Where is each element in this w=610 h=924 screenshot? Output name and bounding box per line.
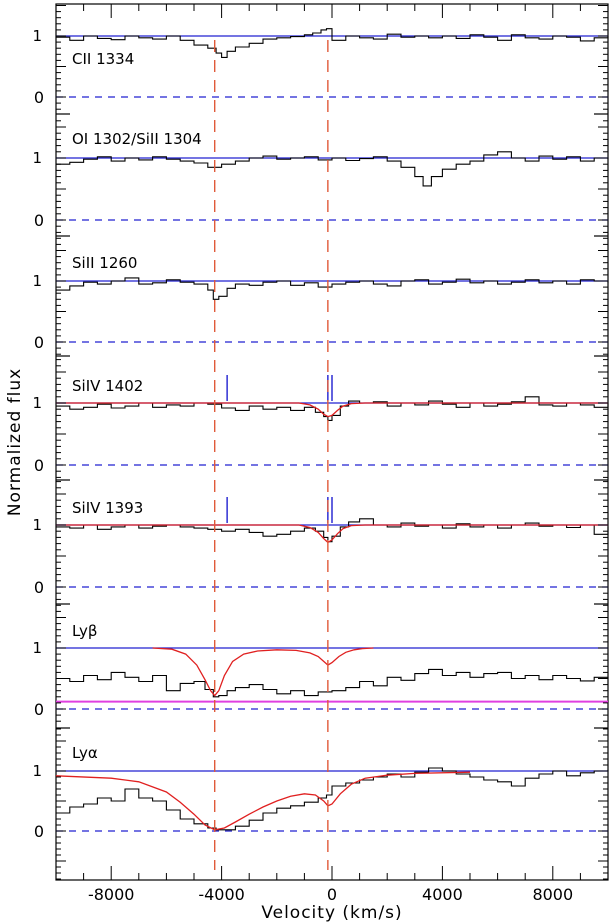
y-tick-label-zero: 0 <box>34 456 44 475</box>
panel-7: Lyα <box>55 744 609 832</box>
spectrum-trace <box>56 668 609 698</box>
y-tick-label-one: 1 <box>32 762 42 780</box>
panel-label: Lyα <box>72 744 98 762</box>
panel-3: SiII 1260 <box>56 254 609 343</box>
y-tick-label-zero: 0 <box>34 88 44 107</box>
y-tick-label-one: 1 <box>32 149 42 167</box>
panel-4: SiIV 1402 <box>56 375 609 466</box>
panel-label: OI 1302/SiII 1304 <box>72 130 202 148</box>
x-tick-label: -8000 <box>88 885 135 904</box>
fit-curve <box>56 402 608 418</box>
panel-label: CII 1334 <box>72 50 134 68</box>
x-tick-label: 8000 <box>532 885 573 904</box>
panel-1: CII 1334 <box>56 28 609 98</box>
panel-6: Lyβ <box>56 622 609 710</box>
x-tick-label: -4000 <box>198 885 245 904</box>
x-tick-label: 4000 <box>422 885 463 904</box>
y-axis-ticks: 1 0 1 0 1 0 1 0 1 0 1 0 1 0 <box>32 5 608 880</box>
panel-label: SiIV 1402 <box>72 377 143 395</box>
panel-label: SiII 1260 <box>72 254 137 272</box>
panel-2: OI 1302/SiII 1304 <box>56 130 609 221</box>
y-axis-title: Normalized flux <box>5 368 25 516</box>
y-tick-label-zero: 0 <box>34 700 44 719</box>
y-tick-label-zero: 0 <box>34 211 44 230</box>
y-tick-label-one: 1 <box>32 27 42 45</box>
spectrum-trace <box>56 151 609 187</box>
fit-curve <box>56 524 608 544</box>
y-tick-label-one: 1 <box>32 272 42 290</box>
x-axis: -8000 -4000 0 4000 8000 <box>55 4 609 904</box>
y-tick-label-one: 1 <box>32 516 42 534</box>
x-tick-label: 0 <box>327 885 337 904</box>
y-tick-label-one: 1 <box>32 394 42 412</box>
x-axis-title: Velocity (km/s) <box>261 903 402 923</box>
y-tick-label-zero: 0 <box>34 578 44 597</box>
velocity-markers <box>213 40 329 870</box>
y-tick-label-one: 1 <box>32 639 42 657</box>
fit-curve <box>55 771 471 831</box>
panels-layer: CII 1334 OI 1302/SiII 1304 SiII 1260 SiIV 1… <box>55 28 609 832</box>
panel-5: SiIV 1393 <box>56 497 609 588</box>
spectrum-trace <box>56 518 609 543</box>
spectrum-trace <box>56 28 609 58</box>
panel-label: Lyβ <box>72 622 97 640</box>
y-tick-label-zero: 0 <box>34 822 44 841</box>
spectrum-trace <box>56 767 609 831</box>
spectrum-trace <box>56 277 609 300</box>
panel-label: SiIV 1393 <box>72 499 143 517</box>
fit-curve <box>152 647 374 697</box>
y-tick-label-zero: 0 <box>34 333 44 352</box>
